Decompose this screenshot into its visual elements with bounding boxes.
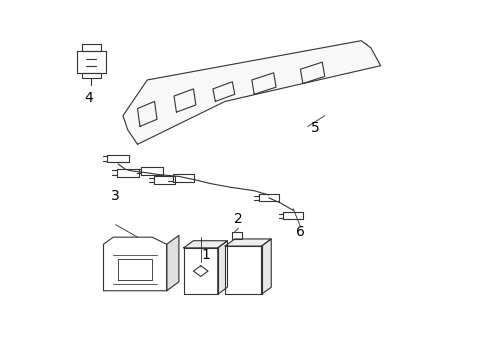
Text: 3: 3 bbox=[111, 189, 120, 203]
Text: 6: 6 bbox=[295, 225, 304, 239]
Polygon shape bbox=[103, 237, 166, 291]
Polygon shape bbox=[224, 239, 271, 246]
Polygon shape bbox=[183, 248, 217, 294]
Polygon shape bbox=[77, 51, 106, 73]
Polygon shape bbox=[217, 241, 227, 294]
Polygon shape bbox=[81, 44, 101, 51]
Polygon shape bbox=[183, 241, 227, 248]
Polygon shape bbox=[232, 232, 242, 239]
Text: 5: 5 bbox=[310, 121, 319, 135]
Polygon shape bbox=[261, 239, 271, 294]
Polygon shape bbox=[166, 235, 179, 291]
Polygon shape bbox=[81, 73, 101, 78]
Polygon shape bbox=[122, 41, 380, 144]
Text: 1: 1 bbox=[201, 248, 210, 262]
Polygon shape bbox=[224, 246, 261, 294]
Text: 4: 4 bbox=[84, 91, 93, 105]
Text: 2: 2 bbox=[234, 212, 243, 226]
